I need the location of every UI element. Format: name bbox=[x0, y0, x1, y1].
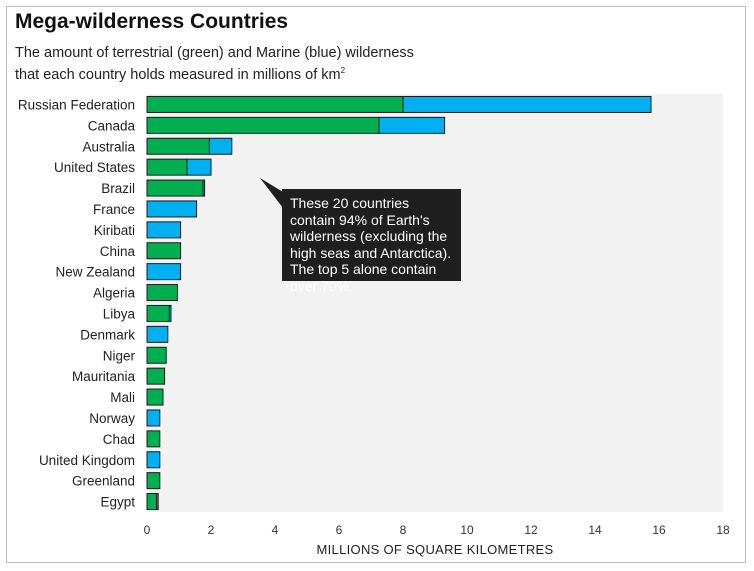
bar-terrestrial-egypt bbox=[146, 493, 158, 511]
category-label: Canada bbox=[88, 118, 136, 133]
category-label: United Kingdom bbox=[39, 453, 135, 468]
category-label: Mauritania bbox=[72, 369, 136, 384]
bar-marine-france bbox=[146, 200, 198, 218]
bar-terrestrial-united-states bbox=[146, 158, 188, 176]
chart-subtitle: The amount of terrestrial (green) and Ma… bbox=[15, 44, 435, 84]
category-label: China bbox=[100, 244, 136, 259]
plot-background bbox=[147, 94, 723, 512]
category-label: Norway bbox=[89, 411, 135, 426]
category-label: Kiribati bbox=[94, 223, 135, 238]
bar-marine-united-states bbox=[186, 158, 212, 176]
category-label: France bbox=[93, 202, 135, 217]
bar-marine-canada bbox=[378, 116, 446, 134]
category-label: Libya bbox=[103, 306, 136, 321]
category-label: Mali bbox=[110, 390, 135, 405]
bar-marine-egypt bbox=[156, 493, 159, 511]
x-tick-labels: 0 2 4 6 8 10 12 14 16 18 bbox=[144, 523, 730, 537]
bar-terrestrial-brazil bbox=[146, 179, 204, 197]
bar-marine-libya bbox=[168, 304, 172, 322]
subtitle-superscript: 2 bbox=[340, 66, 346, 75]
x-tick-label: 4 bbox=[272, 523, 279, 537]
x-tick-label: 2 bbox=[208, 523, 215, 537]
subtitle-line-2: that each country holds measured in mill… bbox=[15, 66, 341, 83]
x-tick-label: 12 bbox=[524, 523, 538, 537]
bar-terrestrial-russian-federation bbox=[146, 95, 404, 113]
bar-marine-norway bbox=[146, 409, 161, 427]
category-label: Niger bbox=[103, 348, 136, 363]
chart-frame bbox=[6, 6, 746, 563]
category-label: Brazil bbox=[101, 181, 135, 196]
bar-marine-russian-federation bbox=[402, 95, 652, 113]
bar-terrestrial-mauritania bbox=[146, 367, 166, 385]
bar-terrestrial-china bbox=[146, 242, 182, 260]
x-tick-label: 6 bbox=[336, 523, 343, 537]
bar-marine-kiribati bbox=[146, 221, 182, 239]
bar-marine-denmark bbox=[146, 325, 169, 343]
bar-marine-brazil bbox=[202, 179, 206, 197]
bar-terrestrial-algeria bbox=[146, 284, 178, 302]
category-label: Australia bbox=[82, 139, 135, 154]
category-label: Chad bbox=[103, 432, 135, 447]
x-tick-label: 8 bbox=[400, 523, 407, 537]
bar-marine-australia bbox=[208, 137, 233, 155]
bar-terrestrial-libya bbox=[146, 304, 170, 322]
bars-group bbox=[146, 95, 652, 511]
bar-marine-united-kingdom bbox=[146, 451, 161, 469]
annotation-callout: These 20 countries contain 94% of Earth'… bbox=[282, 189, 461, 294]
category-label: Greenland bbox=[72, 474, 135, 489]
x-tick-label: 10 bbox=[460, 523, 474, 537]
category-label: United States bbox=[54, 160, 135, 175]
chart-title: Mega-wilderness Countries bbox=[15, 10, 289, 33]
x-tick-label: 0 bbox=[144, 523, 151, 537]
category-label: New Zealand bbox=[55, 265, 135, 280]
bar-terrestrial-canada bbox=[146, 116, 380, 134]
category-label: Russian Federation bbox=[18, 97, 135, 112]
category-label: Egypt bbox=[100, 495, 135, 510]
bar-terrestrial-australia bbox=[146, 137, 210, 155]
bar-marine-new-zealand bbox=[146, 263, 182, 281]
bar-terrestrial-niger bbox=[146, 346, 167, 364]
category-label: Algeria bbox=[93, 286, 136, 301]
x-tick-label: 18 bbox=[716, 523, 730, 537]
bar-terrestrial-greenland bbox=[146, 472, 161, 490]
x-tick-label: 14 bbox=[588, 523, 602, 537]
callout-pointer bbox=[260, 178, 283, 208]
bar-terrestrial-mali bbox=[146, 388, 164, 406]
x-axis-label: MILLIONS OF SQUARE KILOMETRES bbox=[317, 542, 554, 557]
subtitle-line-1: The amount of terrestrial (green) and Ma… bbox=[15, 45, 414, 61]
bar-terrestrial-chad bbox=[146, 430, 161, 448]
category-labels: Russian Federation Canada Australia United … bbox=[18, 97, 136, 509]
category-label: Denmark bbox=[80, 327, 135, 342]
x-tick-label: 16 bbox=[652, 523, 666, 537]
